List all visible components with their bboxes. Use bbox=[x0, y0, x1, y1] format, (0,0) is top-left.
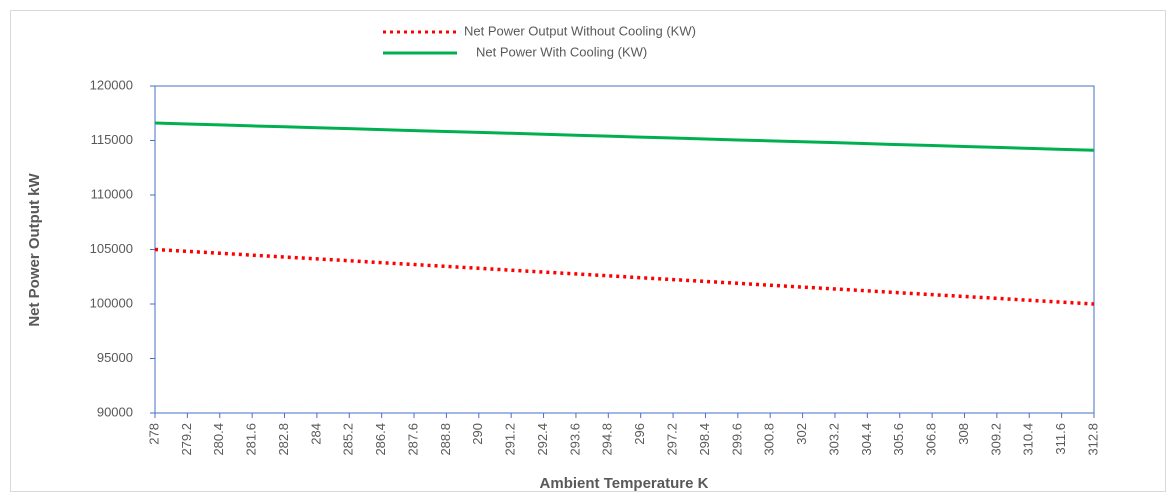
x-tick-label: 293.6 bbox=[567, 423, 582, 456]
x-tick-label: 292.4 bbox=[535, 423, 550, 456]
x-tick-label: 286.4 bbox=[373, 423, 388, 456]
y-tick-label: 105000 bbox=[90, 241, 133, 256]
x-tick-label: 290 bbox=[470, 423, 485, 445]
y-tick-label: 95000 bbox=[97, 350, 133, 365]
x-tick-label: 310.4 bbox=[1021, 423, 1036, 456]
x-tick-label: 309.2 bbox=[988, 423, 1003, 456]
y-tick-label: 120000 bbox=[90, 77, 133, 92]
x-tick-label: 312.8 bbox=[1085, 423, 1100, 456]
y-tick-label: 90000 bbox=[97, 404, 133, 419]
x-tick-label: 285.2 bbox=[341, 423, 356, 456]
legend-label: Net Power With Cooling (KW) bbox=[476, 44, 647, 59]
x-tick-label: 281.6 bbox=[244, 423, 259, 456]
x-tick-label: 287.6 bbox=[405, 423, 420, 456]
x-tick-label: 311.6 bbox=[1053, 423, 1068, 455]
x-tick-label: 294.8 bbox=[600, 423, 615, 456]
y-tick-label: 100000 bbox=[90, 295, 133, 310]
x-tick-label: 291.2 bbox=[503, 423, 518, 456]
x-tick-label: 284 bbox=[308, 423, 323, 445]
y-tick-label: 110000 bbox=[91, 186, 133, 201]
chart-border bbox=[10, 10, 1166, 492]
x-tick-label: 279.2 bbox=[179, 423, 194, 456]
x-tick-label: 299.6 bbox=[729, 423, 744, 456]
x-tick-label: 288.8 bbox=[438, 423, 453, 456]
x-tick-label: 308 bbox=[956, 423, 971, 445]
series-line bbox=[154, 121, 1095, 152]
x-tick-label: 298.4 bbox=[697, 423, 712, 456]
series-line bbox=[154, 247, 1095, 306]
x-tick-label: 296 bbox=[632, 423, 647, 445]
x-tick-label: 280.4 bbox=[211, 423, 226, 456]
x-tick-label: 304.4 bbox=[859, 423, 874, 456]
x-tick-label: 306.8 bbox=[924, 423, 939, 456]
x-tick-label: 305.6 bbox=[891, 423, 906, 456]
x-tick-label: 303.2 bbox=[826, 423, 841, 456]
x-axis-title: Ambient Temperature K bbox=[540, 475, 709, 492]
y-tick-label: 115000 bbox=[91, 132, 133, 147]
x-tick-label: 300.8 bbox=[762, 423, 777, 456]
x-tick-label: 278 bbox=[146, 423, 161, 445]
x-tick-label: 282.8 bbox=[276, 423, 291, 456]
x-tick-label: 302 bbox=[794, 423, 809, 445]
x-tick-label: 297.2 bbox=[665, 423, 680, 456]
legend-label: Net Power Output Without Cooling (KW) bbox=[464, 23, 696, 38]
y-axis-title: Net Power Output kW bbox=[26, 172, 43, 326]
